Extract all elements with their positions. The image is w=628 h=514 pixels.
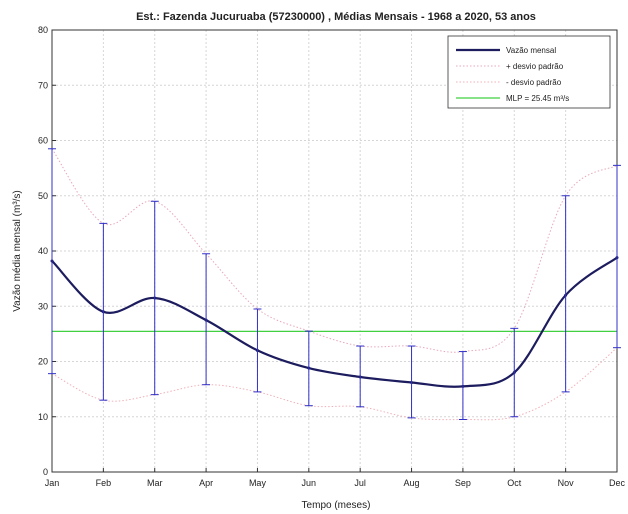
legend-label: MLP = 25.45 m³/s xyxy=(506,94,569,103)
y-tick-label: 30 xyxy=(38,301,48,311)
x-tick-label: Apr xyxy=(199,478,213,488)
legend: Vazão mensal + desvio padrão - desvio padr… xyxy=(448,36,610,108)
y-tick-label: 60 xyxy=(38,136,48,146)
y-tick-label: 10 xyxy=(38,412,48,422)
y-tick-label: 0 xyxy=(43,467,48,477)
x-tick-label: Sep xyxy=(455,478,471,488)
y-tick-label: 50 xyxy=(38,191,48,201)
y-tick-label: 80 xyxy=(38,25,48,35)
x-tick-label: Nov xyxy=(558,478,575,488)
legend-label: + desvio padrão xyxy=(506,62,564,71)
x-tick-label: Feb xyxy=(96,478,112,488)
x-tick-label: Jan xyxy=(45,478,60,488)
x-tick-label: Mar xyxy=(147,478,163,488)
chart-title: Est.: Fazenda Jucuruaba (57230000) , Méd… xyxy=(136,11,536,23)
legend-label: - desvio padrão xyxy=(506,78,562,87)
x-tick-label: Jun xyxy=(302,478,317,488)
x-tick-label: Aug xyxy=(404,478,420,488)
y-tick-label: 20 xyxy=(38,357,48,367)
x-tick-label: Jul xyxy=(354,478,366,488)
y-tick-label: 70 xyxy=(38,80,48,90)
x-axis-label: Tempo (meses) xyxy=(302,500,371,511)
legend-label: Vazão mensal xyxy=(506,46,556,55)
y-axis-label: Vazão média mensal (m³/s) xyxy=(12,190,23,312)
x-tick-label: Oct xyxy=(507,478,522,488)
y-tick-label: 40 xyxy=(38,246,48,256)
x-tick-label: Dec xyxy=(609,478,626,488)
x-tick-label: May xyxy=(249,478,267,488)
